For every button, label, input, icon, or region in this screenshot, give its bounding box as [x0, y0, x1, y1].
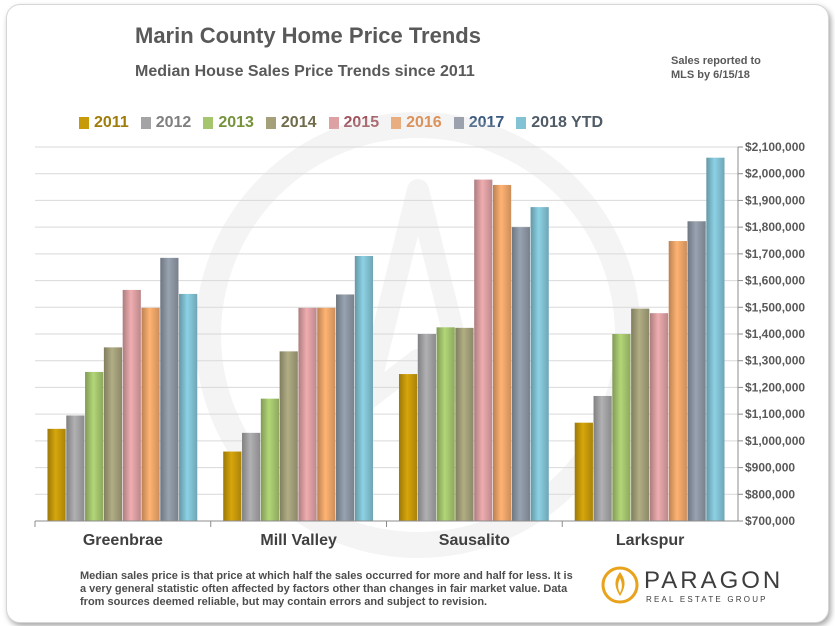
legend-swatch: [391, 117, 402, 129]
bar-mill-valley-2017: [336, 294, 355, 521]
legend-label: 2013: [218, 114, 254, 131]
bar-larkspur-2013: [612, 334, 631, 521]
x-category-label: Larkspur: [616, 532, 684, 549]
logo-tagline: REAL ESTATE GROUP: [646, 595, 768, 604]
legend-item: 2011: [79, 114, 129, 132]
bar-greenbrae-2013: [85, 371, 104, 521]
bar-sausalito-2018-ytd: [530, 207, 549, 521]
paragon-logo: PARAGON REAL ESTATE GROUP: [596, 565, 811, 605]
logo-name: PARAGON: [644, 567, 784, 594]
y-tick-label: $1,300,000: [745, 354, 805, 368]
chart-legend: 2011 2012 2013 2014 2015 2016 2017 2018 YTD: [79, 113, 615, 133]
y-tick-label: $2,000,000: [745, 167, 805, 181]
legend-label: 2012: [155, 114, 192, 131]
y-tick-label: $1,900,000: [745, 193, 805, 207]
paragon-flame-logo-icon: [601, 566, 639, 604]
bar-greenbrae-2011: [47, 428, 66, 521]
legend-item: 2013: [203, 114, 254, 132]
bar-greenbrae-2012: [66, 415, 85, 521]
y-tick-label: $1,200,000: [745, 380, 805, 394]
legend-swatch: [265, 117, 276, 129]
legend-swatch: [203, 117, 214, 129]
bar-sausalito-2016: [492, 184, 512, 522]
legend-label: 2011: [94, 114, 129, 131]
footer-disclaimer: Median sales price is that price at whic…: [80, 570, 573, 608]
bar-sausalito-2017: [511, 227, 530, 521]
bar-larkspur-2011: [574, 422, 593, 521]
legend-swatch: [79, 117, 89, 129]
bar-sausalito-2012: [417, 334, 436, 521]
legend-label: 2016: [406, 114, 442, 131]
y-tick-label: $1,400,000: [745, 327, 805, 341]
bar-mill-valley-2015: [298, 307, 317, 521]
y-tick-label: $1,500,000: [745, 300, 805, 314]
legend-swatch: [453, 117, 464, 129]
legend-label: 2014: [280, 114, 317, 131]
bar-mill-valley-2011: [223, 451, 242, 521]
y-tick-label: $800,000: [745, 487, 795, 501]
bar-greenbrae-2014: [103, 347, 123, 521]
bar-larkspur-2018-ytd: [706, 157, 725, 521]
bar-greenbrae-2018-ytd: [179, 293, 198, 521]
bar-mill-valley-2014: [279, 351, 298, 521]
x-category-label: Sausalito: [439, 532, 510, 549]
y-tick-label: $1,700,000: [745, 247, 805, 261]
bar-sausalito-2013: [436, 327, 455, 521]
y-tick-label: $1,000,000: [745, 434, 805, 448]
legend-swatch: [140, 117, 151, 129]
legend-item: 2015: [328, 114, 380, 132]
bar-larkspur-2016: [668, 241, 687, 521]
chart-axes: [34, 147, 739, 527]
legend-swatch: [516, 117, 527, 129]
y-axis-tick-labels: $700,000 $800,000 $900,000 $1,000,000 $1,100…: [745, 140, 805, 528]
y-tick-label: $2,100,000: [745, 140, 805, 154]
bar-sausalito-2011: [398, 374, 418, 521]
bar-larkspur-2012: [593, 395, 612, 521]
legend-item: 2016: [391, 114, 442, 132]
bar-larkspur-2014: [631, 308, 650, 521]
bar-sausalito-2014: [455, 327, 474, 521]
bar-mill-valley-2013: [260, 398, 280, 521]
chart-title: Marin County Home Price Trends: [135, 23, 481, 48]
chart-subtitle: Median House Sales Price Trends since 20…: [135, 63, 475, 80]
legend-item: 2018 YTD: [516, 114, 603, 132]
x-category-label: Mill Valley: [260, 532, 337, 549]
bar-greenbrae-2015: [122, 289, 141, 521]
legend-item: 2012: [140, 114, 192, 132]
legend-swatch: [328, 117, 339, 129]
bar-greenbrae-2016: [141, 307, 160, 521]
chart-bars: [47, 157, 725, 522]
legend-item: 2014: [265, 114, 317, 132]
y-tick-label: $1,600,000: [745, 274, 805, 288]
y-tick-label: $1,800,000: [745, 220, 805, 234]
x-axis-category-labels: Greenbrae Mill Valley Sausalito Larkspur: [83, 532, 685, 549]
y-tick-label: $900,000: [745, 461, 795, 475]
legend-label: 2018 YTD: [531, 114, 604, 131]
bar-sausalito-2015: [474, 179, 493, 521]
bar-greenbrae-2017: [160, 257, 179, 521]
legend-label: 2017: [468, 114, 505, 131]
bar-larkspur-2015: [649, 313, 669, 521]
y-tick-label: $1,100,000: [745, 407, 805, 421]
x-category-label: Greenbrae: [83, 532, 163, 549]
legend-item: 2017: [453, 114, 505, 132]
bar-mill-valley-2016: [317, 307, 336, 521]
sales-note: Sales reported to MLS by 6/15/18: [671, 55, 761, 81]
bar-mill-valley-2012: [242, 432, 261, 521]
legend-label: 2015: [343, 114, 380, 131]
bar-larkspur-2017: [687, 221, 706, 521]
y-tick-label: $700,000: [745, 514, 795, 528]
bar-mill-valley-2018-ytd: [354, 255, 374, 521]
